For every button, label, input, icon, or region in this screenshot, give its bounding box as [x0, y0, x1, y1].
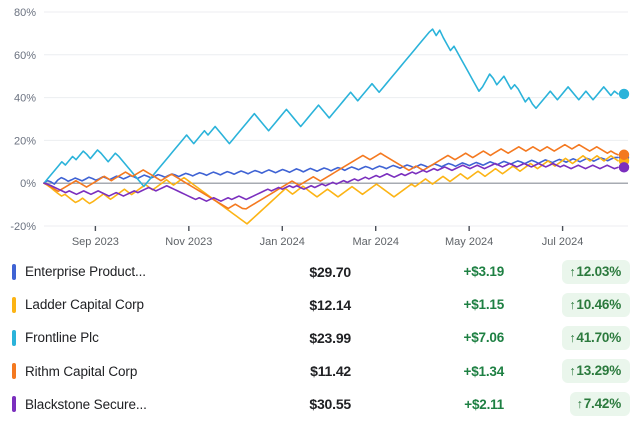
arrow-up-icon: ↑ — [569, 297, 576, 312]
legend-row[interactable]: Rithm Capital Corp $11.42 +$1.34 ↑13.29% — [0, 355, 640, 388]
percent-change-cell: ↑13.29% — [526, 359, 630, 384]
price-change: +$3.19 — [463, 264, 505, 280]
x-axis-tick-label: May 2024 — [445, 236, 493, 248]
percent-change-cell: ↑10.46% — [526, 292, 630, 317]
arrow-up-icon: ↑ — [569, 264, 576, 279]
series-color-swatch — [12, 396, 16, 413]
x-axis-tick-label: Jan 2024 — [260, 236, 305, 248]
series-color-swatch — [12, 363, 16, 380]
share-price: $30.55 — [309, 396, 351, 413]
series-color-swatch — [12, 296, 16, 313]
arrow-up-icon: ↑ — [576, 397, 583, 412]
price-change: +$1.15 — [463, 297, 505, 313]
legend-row[interactable]: Blackstone Secure... $30.55 +$2.11 ↑7.42% — [0, 388, 640, 421]
share-price: $29.70 — [309, 263, 351, 280]
x-axis-tick-label: Jul 2024 — [542, 236, 584, 248]
share-price: $23.99 — [309, 329, 351, 346]
y-axis-tick-label: 40% — [14, 93, 36, 105]
price-change: +$2.11 — [464, 396, 504, 412]
percent-change-value: 12.03% — [576, 263, 621, 279]
performance-chart[interactable]: 80% 60% 40% 20% 0% -20% Sep 2023 Nov 2023 Jan 2… — [0, 0, 640, 250]
x-axis-labels: Sep 2023 Nov 2023 Jan 2024 Mar 2024 May 2024… — [72, 226, 584, 248]
company-name[interactable]: Rithm Capital Corp — [25, 363, 138, 379]
legend-row[interactable]: Enterprise Product... $29.70 +$3.19 ↑12.03% — [0, 255, 640, 288]
percent-change-badge: ↑10.46% — [562, 292, 630, 317]
y-axis-tick-label: 20% — [14, 135, 36, 147]
company-name[interactable]: Enterprise Product... — [25, 264, 146, 280]
y-axis-tick-label: 60% — [14, 50, 36, 62]
legend-table[interactable]: Enterprise Product... $29.70 +$3.19 ↑12.03%… — [0, 255, 640, 421]
x-axis-tick-label: Mar 2024 — [352, 236, 398, 248]
x-axis-tick-label: Nov 2023 — [165, 236, 212, 248]
percent-change-cell: ↑41.70% — [526, 325, 630, 350]
series-endpoint-dot-3 — [618, 149, 630, 160]
company-name[interactable]: Ladder Capital Corp — [25, 297, 144, 313]
series-endpoint-dot-2 — [618, 88, 630, 100]
company-name[interactable]: Frontline Plc — [25, 330, 99, 346]
share-price: $12.14 — [309, 296, 351, 313]
series-line-0[interactable] — [43, 156, 619, 185]
y-axis-tick-label: -20% — [10, 221, 36, 233]
x-axis-tick-label: Sep 2023 — [72, 236, 119, 248]
series-endpoint-dot-4 — [618, 162, 630, 173]
series-line-4[interactable] — [43, 162, 619, 202]
arrow-up-icon: ↑ — [569, 330, 576, 345]
percent-change-badge: ↑7.42% — [569, 392, 630, 417]
y-axis-labels: 80% 60% 40% 20% 0% -20% — [10, 7, 36, 233]
percent-change-cell: ↑12.03% — [526, 259, 630, 284]
series-color-swatch — [12, 329, 16, 346]
price-change: +$1.34 — [463, 363, 505, 379]
share-price: $11.42 — [310, 363, 351, 380]
legend-row[interactable]: Ladder Capital Corp $12.14 +$1.15 ↑10.46% — [0, 288, 640, 321]
series-line-1[interactable] — [43, 155, 619, 225]
percent-change-value: 7.42% — [583, 396, 621, 412]
series-color-swatch — [12, 263, 16, 280]
legend-row[interactable]: Frontline Plc $23.99 +$7.06 ↑41.70% — [0, 321, 640, 354]
y-axis-tick-label: 0% — [20, 178, 36, 190]
series-endpoint-markers — [618, 88, 630, 173]
percent-change-badge: ↑13.29% — [562, 359, 630, 384]
y-axis-tick-label: 80% — [14, 7, 36, 19]
arrow-up-icon: ↑ — [569, 364, 576, 379]
company-name[interactable]: Blackstone Secure... — [25, 396, 147, 412]
series-lines[interactable] — [43, 28, 619, 225]
percent-change-value: 41.70% — [576, 329, 621, 345]
percent-change-badge: ↑12.03% — [562, 259, 630, 284]
percent-change-badge: ↑41.70% — [562, 325, 630, 350]
price-change: +$7.06 — [463, 330, 505, 346]
series-line-3[interactable] — [43, 143, 619, 210]
percent-change-cell: ↑7.42% — [526, 392, 630, 417]
percent-change-value: 10.46% — [576, 296, 621, 312]
chart-canvas[interactable]: 80% 60% 40% 20% 0% -20% Sep 2023 Nov 2023 Jan 2… — [0, 0, 640, 250]
percent-change-value: 13.29% — [576, 363, 621, 379]
series-line-2[interactable] — [43, 28, 619, 188]
